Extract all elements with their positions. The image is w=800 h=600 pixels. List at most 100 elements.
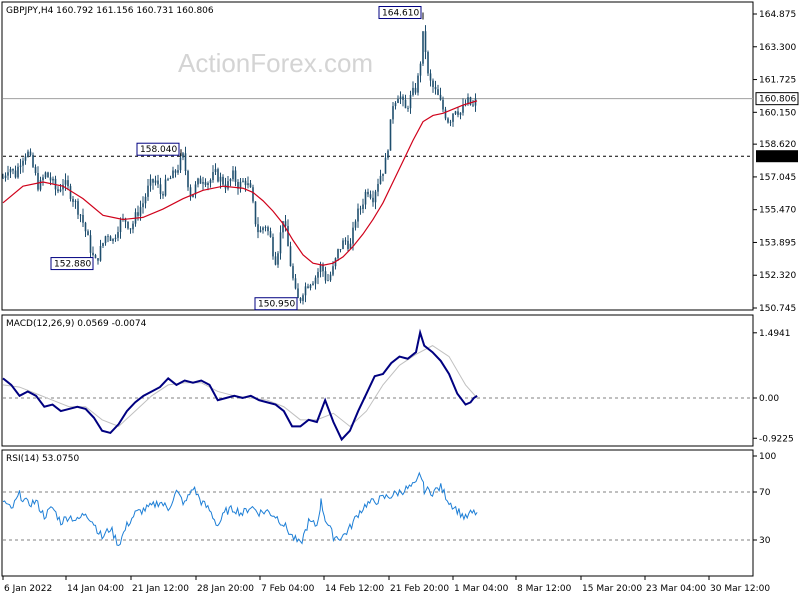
candle-body: [204, 182, 207, 185]
candle-body: [117, 232, 119, 238]
candle-body: [217, 169, 219, 182]
candle-body: [227, 181, 229, 189]
candle-body: [337, 249, 339, 259]
candle-body: [172, 170, 174, 179]
candle-body: [129, 228, 132, 230]
candle-body: [177, 170, 179, 173]
candle-body: [137, 212, 139, 216]
candle-body: [97, 258, 99, 261]
candle-body: [339, 248, 342, 250]
candle-body: [7, 172, 9, 176]
candle-body: [264, 227, 267, 229]
annotation-label: 164.610: [382, 9, 419, 19]
current-price-label: 160.806: [759, 95, 796, 105]
candle-body: [472, 104, 474, 106]
candle-body: [349, 243, 352, 249]
candle-body: [287, 226, 289, 247]
candle-body: [147, 185, 149, 197]
candle-body: [17, 166, 19, 178]
candle-body: [182, 153, 184, 158]
candle-body: [202, 182, 204, 184]
candle-body: [269, 231, 272, 238]
candle-body: [219, 176, 222, 182]
candle-body: [102, 243, 104, 247]
candle-body: [292, 266, 294, 279]
candle-body: [359, 208, 362, 210]
candle-body: [444, 109, 447, 119]
price-y-tick-label: 158.620: [759, 140, 796, 150]
candle-body: [352, 227, 354, 244]
price-y-tick-label: 155.470: [759, 206, 796, 216]
candle-body: [214, 169, 217, 173]
candle-body: [282, 221, 284, 233]
rsi-y-tick-label: 30: [759, 536, 771, 546]
candle-body: [347, 240, 349, 249]
candle-body: [169, 178, 172, 179]
candle-body: [442, 99, 444, 110]
candle-body: [59, 189, 62, 192]
x-tick-label: 8 Mar 12:00: [517, 584, 572, 594]
candle-body: [432, 80, 434, 87]
x-tick-label: 14 Jan 04:00: [67, 584, 124, 594]
candle-body: [74, 201, 77, 202]
candle-body: [72, 198, 74, 202]
rsi-layer: [2, 471, 753, 547]
candle-body: [212, 172, 214, 181]
candle-body: [244, 180, 247, 186]
candle-body: [162, 193, 164, 196]
candle-body: [379, 175, 382, 184]
price-y-tick-label: 153.895: [759, 238, 796, 248]
candle-body: [457, 111, 459, 115]
candle-body: [184, 153, 187, 171]
candle-body: [22, 160, 24, 166]
candle-body: [257, 224, 259, 233]
candle-body: [144, 196, 147, 204]
candle-body: [342, 240, 344, 249]
candle-body: [317, 271, 319, 278]
candle-body: [434, 86, 437, 90]
candle-body: [474, 98, 477, 106]
rsi-y-tick-label: 100: [759, 452, 776, 462]
annotation-label: 150.950: [258, 300, 295, 310]
candle-body: [467, 97, 469, 104]
candle-body: [19, 165, 22, 167]
candle-body: [82, 214, 84, 223]
candle-body: [354, 221, 357, 228]
candle-body: [52, 178, 54, 181]
axis-layer: 164.875 163.300 161.725 160.150 158.620 157.0…: [2, 10, 799, 594]
price-y-tick-label: 163.300: [759, 43, 796, 53]
candle-body: [357, 208, 359, 222]
candle-body: [89, 235, 92, 253]
x-tick-label: 1 Mar 04:00: [454, 584, 509, 594]
candle-body: [314, 277, 317, 284]
rsi-title: RSI(14) 53.0750: [6, 454, 79, 464]
candle-body: [394, 102, 397, 107]
candle-body: [232, 170, 234, 180]
candle-body: [154, 180, 157, 183]
candle-body: [49, 177, 52, 181]
candle-body: [14, 170, 17, 178]
candle-body: [377, 183, 379, 192]
chart-title: GBPJPY,H4 160.792 161.156 160.731 160.80…: [6, 6, 214, 16]
candle-body: [397, 98, 399, 103]
price-y-tick-label: 150.745: [759, 304, 796, 314]
candle-body: [142, 203, 144, 208]
candle-body: [99, 246, 102, 261]
candle-body: [404, 99, 407, 109]
candle-body: [159, 184, 162, 194]
x-tick-label: 14 Feb 12:00: [325, 584, 384, 594]
annotation-box: [50, 257, 94, 271]
x-tick-label: 21 Jan 12:00: [132, 584, 189, 594]
candle-body: [112, 238, 114, 241]
candle-body: [57, 189, 59, 192]
candle-body: [84, 222, 87, 232]
macd-y-tick-label: 0.00: [759, 394, 779, 404]
macd-main-line: [2, 328, 478, 442]
candle-body: [344, 240, 347, 242]
candle-body: [297, 288, 299, 299]
candle-body: [367, 191, 369, 195]
candle-body: [62, 184, 64, 190]
candle-body: [374, 191, 377, 203]
candle-body: [119, 219, 122, 233]
